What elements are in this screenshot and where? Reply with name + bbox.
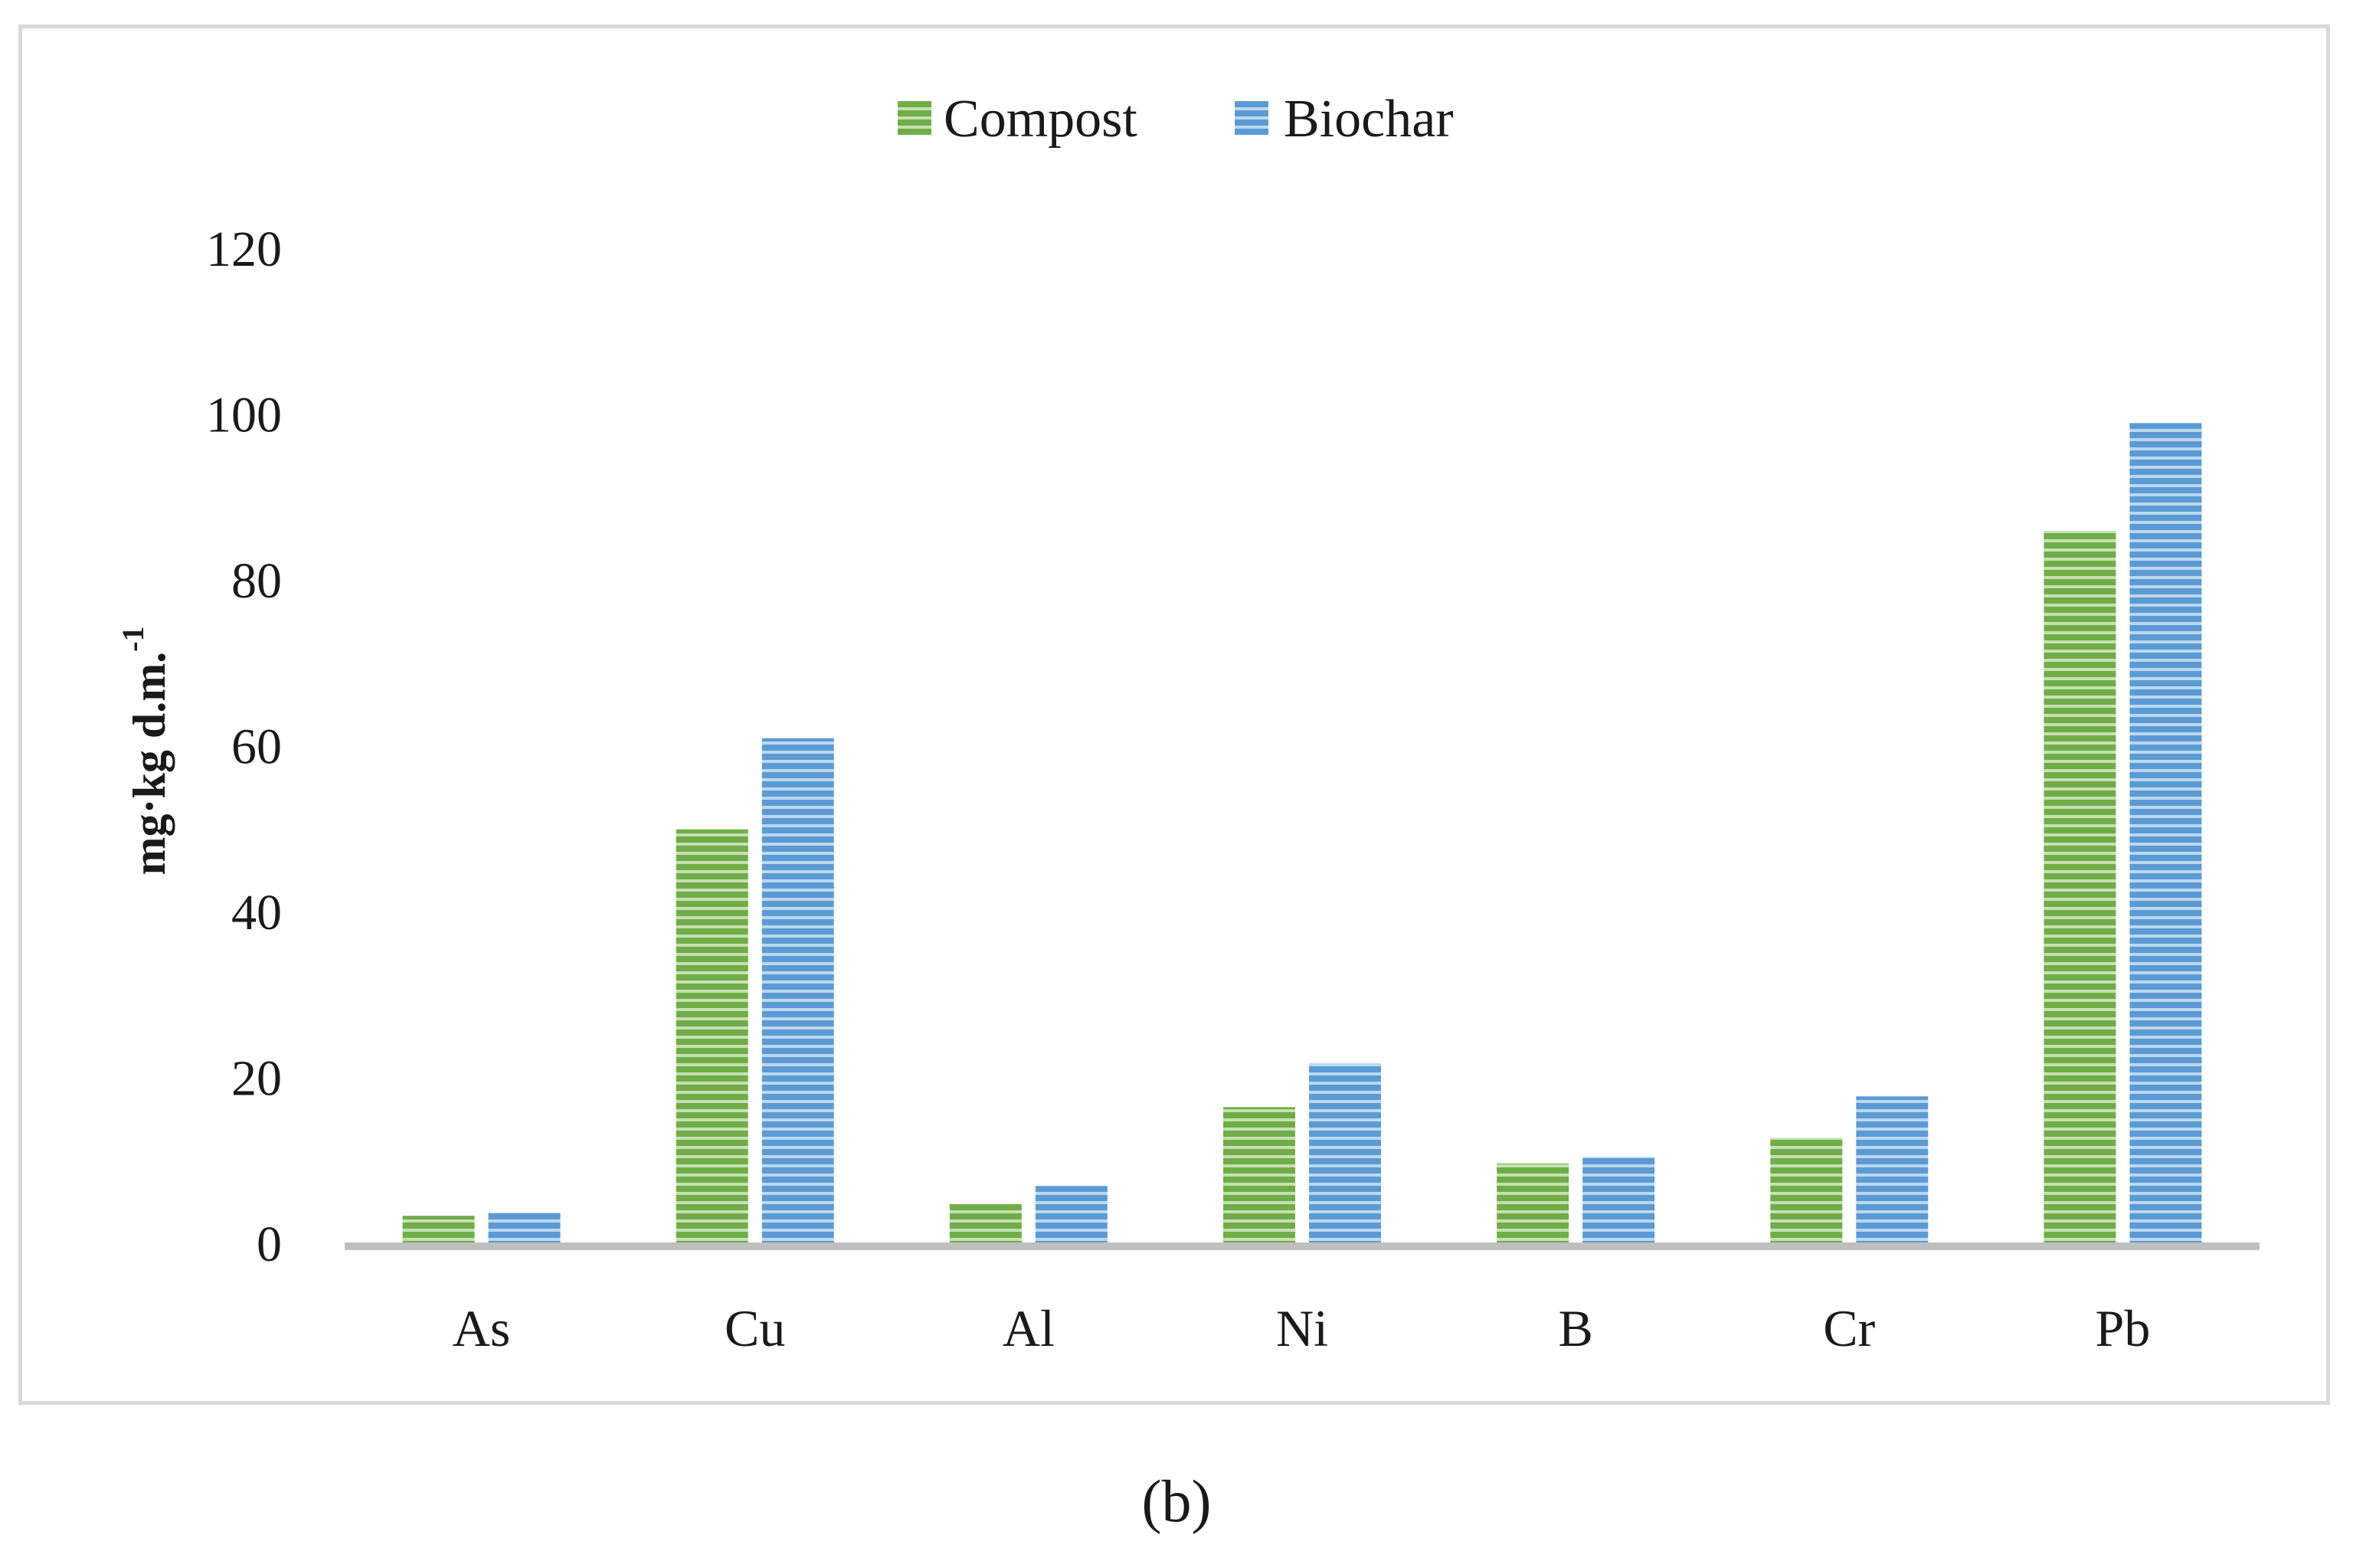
x-tick-label: B — [1558, 1299, 1592, 1357]
bars — [402, 423, 2202, 1245]
bar-compost-cr — [1770, 1138, 1843, 1244]
x-tick-label: Al — [1003, 1299, 1055, 1357]
x-axis: As Cu Al Ni B Cr Pb — [345, 1242, 2260, 1357]
bar-biochar-ni — [1309, 1063, 1381, 1244]
y-tick-label: 120 — [206, 221, 282, 277]
x-tick-label: Ni — [1276, 1299, 1328, 1357]
figure-caption: (b) — [1141, 1468, 1212, 1534]
y-tick-label: 60 — [231, 719, 282, 775]
bar-compost-pb — [2044, 531, 2116, 1244]
chart-frame — [18, 25, 2330, 1405]
y-axis: 0 20 40 60 80 100 120 — [206, 221, 282, 1272]
y-tick-label: 0 — [257, 1216, 282, 1272]
bar-biochar-b — [1582, 1157, 1655, 1244]
bar-biochar-cu — [761, 738, 834, 1244]
bar-compost-ni — [1223, 1107, 1295, 1244]
legend-label-compost: Compost — [944, 90, 1137, 149]
x-tick-label: As — [453, 1299, 511, 1357]
bar-compost-b — [1497, 1163, 1569, 1244]
bar-biochar-al — [1035, 1186, 1108, 1244]
y-axis-title: mg·kg d.m.-1 — [116, 626, 175, 875]
bar-biochar-cr — [1856, 1096, 1929, 1244]
legend: Compost Biochar — [898, 90, 1454, 149]
y-tick-label: 20 — [231, 1051, 282, 1107]
bar-compost-cu — [676, 829, 748, 1244]
y-tick-label: 40 — [231, 885, 282, 941]
bar-compost-as — [402, 1216, 475, 1244]
bar-compost-al — [949, 1204, 1022, 1244]
bar-biochar-as — [488, 1212, 561, 1244]
legend-swatch-biochar — [1235, 101, 1268, 135]
x-tick-label: Pb — [2096, 1299, 2151, 1357]
bar-biochar-pb — [2129, 423, 2202, 1245]
x-tick-label: Cr — [1823, 1299, 1875, 1357]
legend-label-biochar: Biochar — [1284, 90, 1454, 149]
bar-chart: Compost Biochar 0 20 40 60 80 100 120 As Cu Al Ni B… — [116, 90, 2260, 1357]
y-tick-label: 80 — [231, 553, 282, 609]
x-tick-label: Cu — [725, 1299, 785, 1357]
y-tick-label: 100 — [206, 388, 282, 444]
legend-swatch-compost — [898, 101, 931, 135]
